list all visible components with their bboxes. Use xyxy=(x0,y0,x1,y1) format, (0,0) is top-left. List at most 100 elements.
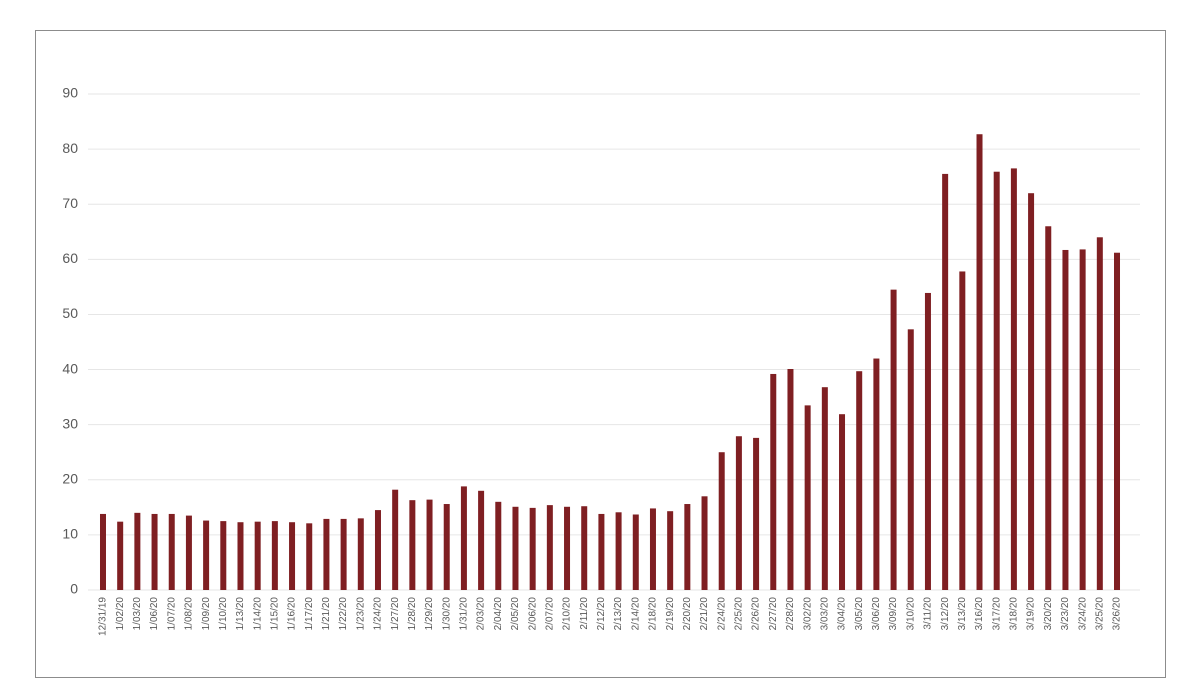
bar xyxy=(1079,249,1086,590)
bar xyxy=(873,358,880,590)
bar xyxy=(374,510,381,590)
x-tick-label: 2/20/20 xyxy=(682,597,693,631)
bar xyxy=(357,518,364,590)
x-tick-label: 12/31/19 xyxy=(98,597,109,636)
x-tick-label: 3/25/20 xyxy=(1094,597,1105,631)
bar xyxy=(306,523,313,590)
x-tick-label: 1/07/20 xyxy=(166,597,177,631)
x-tick-label: 1/21/20 xyxy=(321,597,332,631)
bar xyxy=(271,521,278,590)
bar xyxy=(220,521,227,590)
bar xyxy=(117,521,124,590)
y-tick-label: 40 xyxy=(62,360,78,376)
x-tick-label: 2/07/20 xyxy=(544,597,555,631)
bar xyxy=(151,513,158,590)
bar xyxy=(753,437,760,590)
bar xyxy=(942,173,949,590)
bar xyxy=(254,521,261,590)
x-tick-label: 1/10/20 xyxy=(218,597,229,631)
bar xyxy=(856,371,863,590)
bar xyxy=(924,292,931,590)
bar xyxy=(684,504,691,590)
x-tick-label: 2/27/20 xyxy=(768,597,779,631)
bar xyxy=(1096,237,1103,591)
x-tick-label: 1/14/20 xyxy=(252,597,263,631)
x-tick-label: 3/18/20 xyxy=(1009,597,1020,631)
bar xyxy=(667,511,674,590)
x-tick-label: 3/13/20 xyxy=(957,597,968,631)
bar xyxy=(185,515,192,590)
bar xyxy=(426,499,433,590)
x-tick-label: 1/29/20 xyxy=(424,597,435,631)
x-tick-label: 1/28/20 xyxy=(407,597,418,631)
x-tick-label: 1/13/20 xyxy=(235,597,246,631)
bar xyxy=(1028,193,1035,590)
y-tick-label: 60 xyxy=(62,250,78,266)
x-tick-label: 3/05/20 xyxy=(854,597,865,631)
x-tick-label: 2/26/20 xyxy=(751,597,762,631)
bar xyxy=(512,506,519,590)
x-tick-label: 3/19/20 xyxy=(1026,597,1037,631)
x-tick-label: 2/28/20 xyxy=(785,597,796,631)
x-tick-label: 2/18/20 xyxy=(648,597,659,631)
x-tick-label: 2/13/20 xyxy=(613,597,624,631)
bar xyxy=(564,506,571,590)
x-tick-label: 1/30/20 xyxy=(441,597,452,631)
bar xyxy=(409,500,416,590)
bar xyxy=(495,501,502,590)
x-tick-label: 2/12/20 xyxy=(596,597,607,631)
bar xyxy=(598,513,605,590)
y-tick-label: 20 xyxy=(62,470,78,486)
bar xyxy=(340,518,347,590)
x-tick-label: 1/27/20 xyxy=(390,597,401,631)
bar xyxy=(1010,168,1017,590)
x-tick-label: 2/24/20 xyxy=(716,597,727,631)
x-tick-label: 3/20/20 xyxy=(1043,597,1054,631)
y-tick-label: 80 xyxy=(62,140,78,156)
x-tick-label: 3/12/20 xyxy=(940,597,951,631)
x-tick-label: 1/23/20 xyxy=(355,597,366,631)
x-tick-label: 1/15/20 xyxy=(270,597,281,631)
x-tick-label: 3/24/20 xyxy=(1077,597,1088,631)
x-tick-label: 2/19/20 xyxy=(665,597,676,631)
y-tick-label: 70 xyxy=(62,195,78,211)
bar xyxy=(821,387,828,590)
bar xyxy=(615,512,622,590)
bar xyxy=(546,505,553,590)
bar xyxy=(134,512,141,590)
bar xyxy=(839,414,846,590)
bar xyxy=(804,405,811,590)
x-tick-label: 1/08/20 xyxy=(184,597,195,631)
x-tick-label: 1/22/20 xyxy=(338,597,349,631)
x-tick-label: 3/04/20 xyxy=(837,597,848,631)
x-tick-label: 3/10/20 xyxy=(905,597,916,631)
bar xyxy=(701,496,708,590)
x-tick-label: 3/26/20 xyxy=(1112,597,1123,631)
bar xyxy=(770,373,777,590)
bar xyxy=(735,436,742,590)
bar xyxy=(907,329,914,590)
x-tick-label: 2/03/20 xyxy=(476,597,487,631)
bar xyxy=(529,507,536,590)
bar xyxy=(632,514,639,590)
y-tick-label: 0 xyxy=(70,581,78,597)
x-tick-label: 2/25/20 xyxy=(734,597,745,631)
bar xyxy=(323,518,330,590)
bar xyxy=(443,504,450,590)
x-tick-label: 1/17/20 xyxy=(304,597,315,631)
x-tick-label: 1/16/20 xyxy=(287,597,298,631)
bar xyxy=(392,489,399,590)
bar xyxy=(976,134,983,590)
bar xyxy=(1062,249,1069,590)
bar xyxy=(478,490,485,590)
bar xyxy=(460,486,467,590)
bar xyxy=(99,513,106,590)
x-tick-label: 2/21/20 xyxy=(699,597,710,631)
bar xyxy=(993,171,1000,590)
x-tick-label: 2/10/20 xyxy=(562,597,573,631)
y-tick-label: 30 xyxy=(62,415,78,431)
bar xyxy=(718,452,725,590)
bar xyxy=(289,522,296,590)
bar xyxy=(168,513,175,590)
